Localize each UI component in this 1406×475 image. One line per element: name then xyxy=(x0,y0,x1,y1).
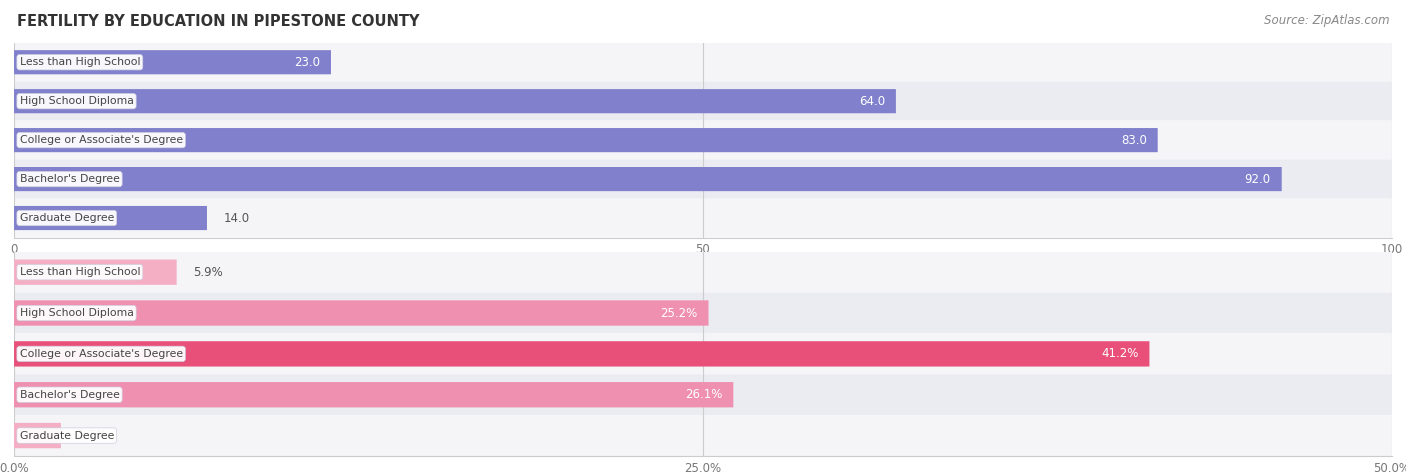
Text: High School Diploma: High School Diploma xyxy=(20,308,134,318)
Text: 5.9%: 5.9% xyxy=(193,266,224,279)
FancyBboxPatch shape xyxy=(14,341,1150,367)
FancyBboxPatch shape xyxy=(14,415,1392,456)
FancyBboxPatch shape xyxy=(14,128,1157,152)
FancyBboxPatch shape xyxy=(14,160,1392,199)
Text: Less than High School: Less than High School xyxy=(20,57,141,67)
Text: 41.2%: 41.2% xyxy=(1101,347,1139,361)
Text: College or Associate's Degree: College or Associate's Degree xyxy=(20,349,183,359)
FancyBboxPatch shape xyxy=(14,121,1392,160)
FancyBboxPatch shape xyxy=(14,43,1392,82)
FancyBboxPatch shape xyxy=(14,333,1392,374)
FancyBboxPatch shape xyxy=(14,423,60,448)
Text: Source: ZipAtlas.com: Source: ZipAtlas.com xyxy=(1264,14,1389,27)
Text: 83.0: 83.0 xyxy=(1121,133,1147,147)
Text: FERTILITY BY EDUCATION IN PIPESTONE COUNTY: FERTILITY BY EDUCATION IN PIPESTONE COUN… xyxy=(17,14,419,29)
Text: Graduate Degree: Graduate Degree xyxy=(20,430,114,441)
Text: 26.1%: 26.1% xyxy=(685,388,723,401)
FancyBboxPatch shape xyxy=(14,300,709,326)
FancyBboxPatch shape xyxy=(14,259,177,285)
Text: 1.7%: 1.7% xyxy=(77,429,107,442)
FancyBboxPatch shape xyxy=(14,382,734,408)
FancyBboxPatch shape xyxy=(14,252,1392,293)
Text: High School Diploma: High School Diploma xyxy=(20,96,134,106)
Text: 25.2%: 25.2% xyxy=(661,306,697,320)
FancyBboxPatch shape xyxy=(14,82,1392,121)
Text: Less than High School: Less than High School xyxy=(20,267,141,277)
FancyBboxPatch shape xyxy=(14,167,1282,191)
FancyBboxPatch shape xyxy=(14,206,207,230)
Text: Graduate Degree: Graduate Degree xyxy=(20,213,114,223)
Text: Bachelor's Degree: Bachelor's Degree xyxy=(20,390,120,400)
Text: 64.0: 64.0 xyxy=(859,95,884,108)
FancyBboxPatch shape xyxy=(14,374,1392,415)
FancyBboxPatch shape xyxy=(14,293,1392,333)
FancyBboxPatch shape xyxy=(14,199,1392,238)
Text: Bachelor's Degree: Bachelor's Degree xyxy=(20,174,120,184)
Text: College or Associate's Degree: College or Associate's Degree xyxy=(20,135,183,145)
Text: 23.0: 23.0 xyxy=(294,56,321,69)
Text: 92.0: 92.0 xyxy=(1244,172,1271,186)
Text: 14.0: 14.0 xyxy=(224,211,250,225)
FancyBboxPatch shape xyxy=(14,89,896,113)
FancyBboxPatch shape xyxy=(14,50,330,74)
